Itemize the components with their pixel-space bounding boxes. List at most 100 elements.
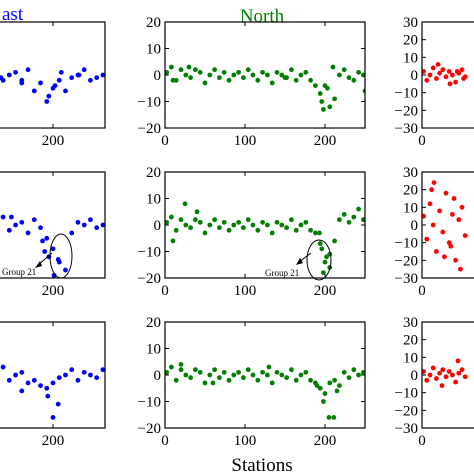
scatter-point (454, 69, 460, 74)
scatter-point (437, 70, 442, 76)
scatter-point (437, 208, 442, 214)
scatter-point (459, 204, 465, 210)
y-tick-label: 0 (154, 368, 162, 384)
scatter-point (197, 69, 203, 75)
group-21-ellipse-left (49, 233, 73, 279)
y-tick-label: 20 (146, 165, 161, 181)
scatter-point (298, 372, 304, 378)
plot-frame (421, 321, 474, 429)
scatter-point (341, 369, 347, 375)
scatter-point (88, 372, 93, 378)
scatter-point (443, 74, 449, 80)
scatter-point (429, 187, 434, 193)
scatter-point (314, 383, 320, 388)
y-tick-label: 0 (154, 218, 162, 234)
scatter-point (330, 64, 336, 70)
scatter-point (88, 77, 93, 83)
scatter-point (76, 72, 82, 78)
scatter-point (443, 190, 449, 196)
scatter-point (269, 380, 275, 386)
scatter-point (321, 270, 326, 276)
y-tick-label: −20 (395, 103, 418, 119)
scatter-point (19, 388, 25, 394)
scatter-point (250, 372, 256, 378)
scatter-point (69, 367, 75, 373)
scatter-point (188, 75, 194, 81)
scatter-point (19, 369, 25, 375)
y-tick-label: 20 (403, 33, 418, 49)
scatter-point (317, 230, 322, 236)
scatter-point (313, 83, 318, 88)
x-tick-label: 0 (161, 283, 169, 299)
y-tick-label: −30 (395, 271, 418, 287)
scatter-point (440, 67, 446, 73)
scatter-point (265, 72, 270, 78)
scatter-point (317, 91, 323, 96)
scatter-point (38, 383, 43, 388)
scatter-point (182, 201, 188, 207)
x-tick-label: 0 (161, 433, 169, 449)
scatter-point (440, 229, 446, 235)
scatter-point (260, 219, 265, 225)
scatter-point (319, 246, 325, 252)
scatter-point (170, 77, 176, 83)
scatter-point (274, 69, 280, 75)
scatter-point (194, 209, 200, 215)
scatter-point (25, 380, 31, 386)
scatter-point (207, 372, 213, 378)
y-tick-label: 0 (411, 368, 419, 384)
y-tick-label: 0 (411, 218, 419, 234)
x-axis-label: Stations (231, 455, 292, 474)
scatter-point (322, 391, 328, 396)
scatter-point (100, 72, 105, 78)
scatter-point (50, 415, 56, 420)
scatter-point (217, 75, 222, 81)
scatter-point (427, 72, 433, 78)
scatter-point (265, 372, 270, 378)
scatter-point (308, 377, 313, 383)
scatter-point (346, 75, 352, 81)
scatter-point (456, 217, 462, 223)
scatter-point (324, 254, 329, 260)
y-tick-label: 10 (403, 350, 418, 366)
scatter-point (332, 238, 337, 244)
scatter-point (458, 266, 463, 272)
scatter-point (44, 99, 50, 104)
scatter-point (94, 225, 100, 231)
scatter-point (351, 214, 357, 220)
y-tick-label: 10 (403, 200, 418, 216)
plot-frame (0, 171, 106, 279)
scatter-point (265, 222, 270, 228)
y-tick-label: −20 (138, 421, 161, 437)
scatter-point (212, 67, 218, 73)
scatter-point (31, 88, 37, 94)
scatter-point (63, 267, 68, 273)
scatter-point (212, 367, 218, 373)
scatter-point (351, 77, 357, 83)
group-annotation-mid: Group 21 (265, 239, 332, 281)
scatter-point (0, 364, 6, 370)
scatter-point (440, 367, 446, 373)
scatter-point (250, 72, 256, 78)
scatter-point (293, 77, 299, 83)
scatter-point (356, 372, 361, 378)
plot-frame (421, 21, 474, 129)
scatter-point (313, 230, 318, 236)
scatter-point (424, 236, 430, 242)
scatter-point (38, 225, 43, 231)
group-21-arrowhead-mid (296, 258, 303, 265)
scatter-point (293, 227, 299, 233)
scatter-point (183, 372, 189, 378)
scatter-point (459, 67, 465, 73)
x-tick-label: 100 (234, 283, 257, 299)
scatter-panel-4: 200 (0, 171, 106, 299)
scatter-point (55, 257, 61, 262)
scatter-point (100, 367, 105, 373)
scatter-point (453, 257, 458, 263)
y-tick-label: 10 (146, 42, 161, 58)
scatter-point (346, 219, 352, 225)
scatter-point (193, 217, 198, 223)
plot-frame (164, 21, 366, 129)
scatter-point (293, 377, 299, 383)
